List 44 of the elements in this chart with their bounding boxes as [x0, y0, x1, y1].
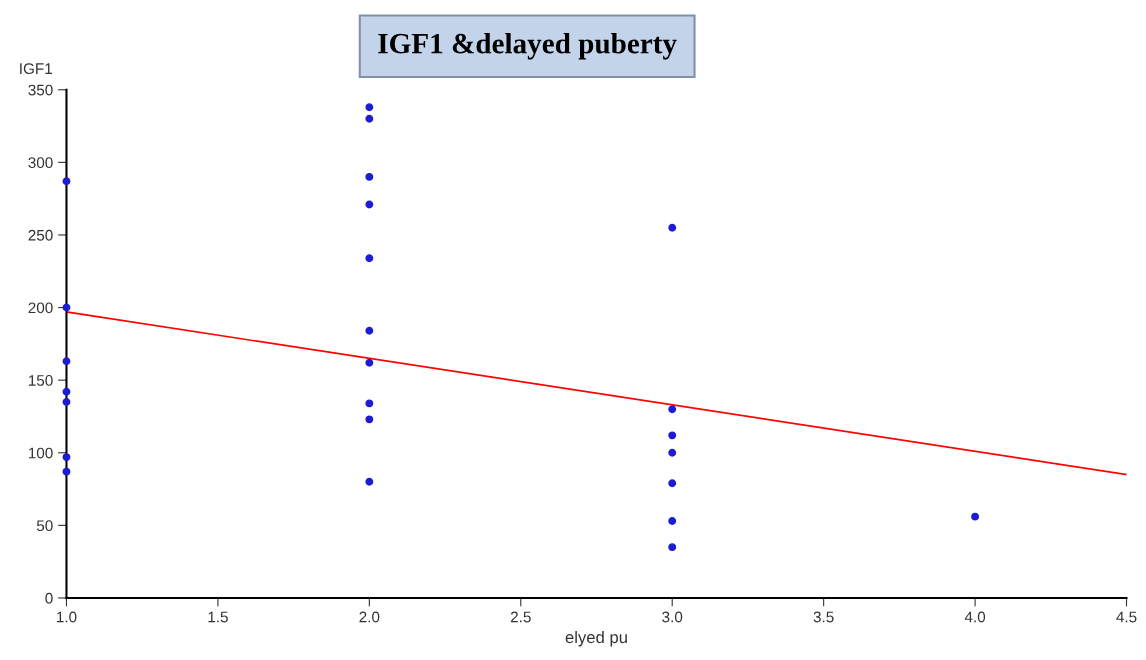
point: [365, 358, 374, 367]
x-tick-label: 1.5: [208, 611, 228, 623]
y-tick-label: 300: [28, 157, 53, 169]
y-tick-label: 100: [28, 447, 53, 459]
y-tick-label: 250: [28, 229, 53, 241]
point: [365, 415, 374, 424]
point: [62, 397, 71, 406]
x-tick-label: 3.0: [662, 611, 683, 623]
point: [365, 200, 374, 209]
point: [62, 467, 71, 476]
point: [668, 448, 677, 457]
x-tick-label: 2.0: [359, 611, 380, 623]
point: [365, 254, 374, 263]
x-axis-title: elyed pu: [565, 630, 627, 647]
point: [62, 177, 71, 186]
point: [668, 431, 677, 440]
y-tick-label: 50: [36, 520, 53, 532]
point: [62, 387, 71, 396]
point: [668, 405, 677, 414]
point: [62, 453, 71, 462]
chart-title: IGF1 &delayed puberty: [378, 32, 677, 60]
point: [668, 543, 677, 552]
y-axis-title: IGF1: [20, 63, 52, 75]
point: [365, 326, 374, 335]
y-tick-label: 150: [28, 375, 53, 386]
x-tick-label: 3.5: [813, 611, 834, 623]
point: [62, 357, 71, 366]
point: [365, 103, 374, 112]
x-tick-label: 4.0: [964, 611, 986, 623]
point: [668, 517, 677, 525]
point: [365, 172, 374, 181]
point: [62, 303, 71, 312]
point: [365, 114, 374, 123]
y-tick-label: 350: [28, 84, 53, 96]
point: [365, 399, 374, 408]
point: [668, 479, 677, 488]
point: [971, 512, 980, 521]
y-tick-label: 0: [45, 592, 53, 604]
y-tick-label: 200: [28, 302, 53, 314]
x-tick-label: 4.5: [1116, 611, 1137, 623]
x-tick-label: 1.0: [57, 611, 77, 623]
x-tick-label: 2.5: [510, 611, 531, 623]
point: [365, 477, 374, 486]
point: [668, 223, 677, 232]
